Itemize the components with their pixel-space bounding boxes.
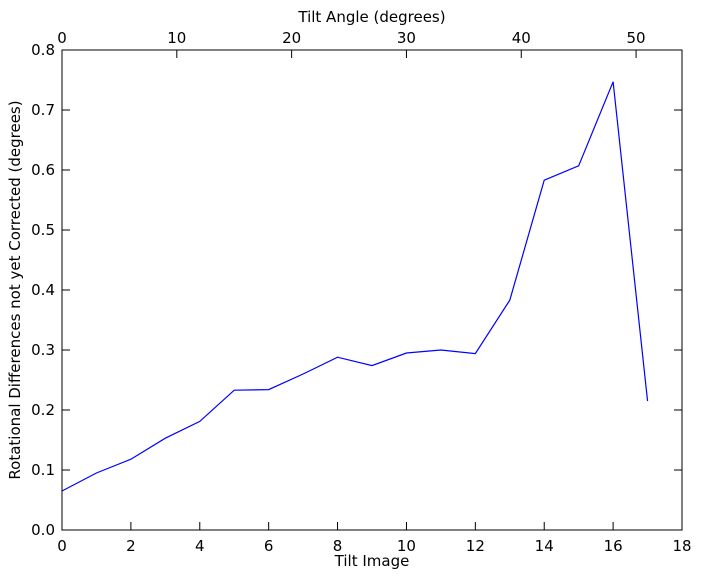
x-tick-label: 6	[264, 537, 274, 555]
x-tick-label: 14	[535, 537, 554, 555]
top-x-tick-label: 0	[57, 29, 67, 47]
top-x-tick-label: 20	[282, 29, 301, 47]
top-x-tick-label: 40	[512, 29, 531, 47]
top-x-tick-label: 50	[627, 29, 646, 47]
x-tick-label: 10	[397, 537, 416, 555]
series-line	[61, 81, 649, 492]
y-tick-label: 0.6	[31, 161, 55, 179]
y-tick-label: 0.1	[31, 461, 55, 479]
plot-background	[62, 50, 682, 530]
y-tick-label: 0.5	[31, 221, 55, 239]
top-x-tick-label: 30	[397, 29, 416, 47]
x-tick-label: 2	[126, 537, 136, 555]
y-tick-label: 0.3	[31, 341, 55, 359]
y-tick-label: 0.0	[31, 521, 55, 539]
x-tick-label: 0	[57, 537, 67, 555]
y-axis-title: Rotational Differences not yet Corrected…	[6, 100, 24, 479]
x-tick-label: 12	[466, 537, 485, 555]
x-tick-label: 18	[672, 537, 691, 555]
y-tick-label: 0.8	[31, 41, 55, 59]
x-tick-label: 4	[195, 537, 205, 555]
x-tick-label: 8	[333, 537, 343, 555]
top-x-tick-label: 10	[167, 29, 186, 47]
x-tick-label: 16	[604, 537, 623, 555]
y-tick-label: 0.2	[31, 401, 55, 419]
top-x-axis-title: Tilt Angle (degrees)	[297, 8, 445, 26]
y-tick-label: 0.7	[31, 101, 55, 119]
x-axis-title: Tilt Image	[334, 552, 410, 570]
plot-frame	[61, 49, 683, 531]
tick-labels-layer: 0 2 4 6 8 10 12 14 16 18 0 10 20 30 40 50 0.0 0.1 0.2 0.3 0.…	[31, 29, 691, 555]
y-tick-label: 0.4	[31, 281, 55, 299]
